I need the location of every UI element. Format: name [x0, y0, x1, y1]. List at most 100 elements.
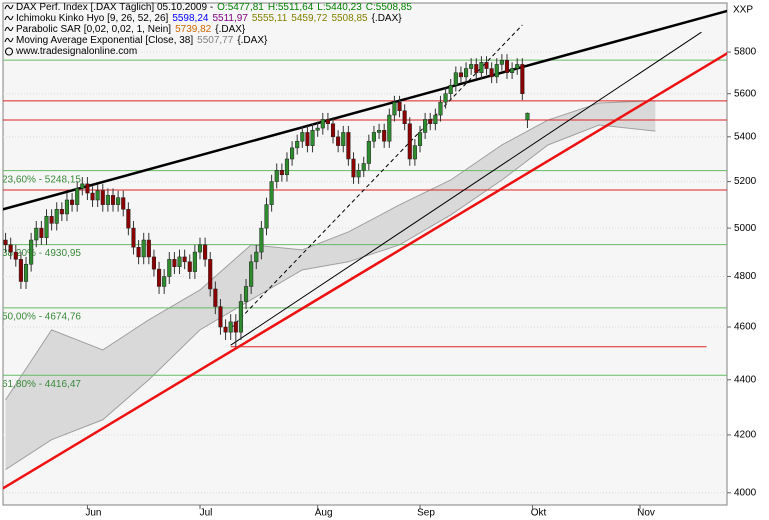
legend-icon-path: [5, 47, 13, 56]
candle-body: [428, 119, 433, 124]
legend-text: 5739,82: [175, 24, 212, 35]
candle-body: [366, 140, 371, 164]
legend-icon: [4, 26, 14, 32]
legend-icon: [5, 47, 13, 56]
axes: 4000 4200 4400 4600 4800 5000 5200 5400 5600 5800…: [85, 47, 756, 519]
cloud-upper-edge: [5, 100, 656, 401]
y-tick-label: 5200: [734, 176, 757, 187]
legend-row: www.tradesignalonline.com: [4, 46, 416, 57]
candle-body: [510, 68, 515, 73]
candle-body: [387, 114, 392, 142]
legend-text: 5507,77: [197, 35, 234, 46]
legend-text: www.tradesignalonline.com: [16, 46, 138, 57]
x-tick-label: Aug: [315, 508, 333, 519]
legend-text: Moving Average Exponential [Close, 38]: [16, 35, 194, 46]
candle-body: [192, 251, 197, 272]
legend-text: 5508,85: [331, 13, 368, 24]
candle-body: [13, 251, 18, 260]
candle-body: [433, 114, 438, 124]
candle-body: [136, 246, 141, 258]
candle-body: [29, 239, 34, 265]
x-tick-label: Jul: [200, 508, 213, 519]
candle-body: [300, 132, 305, 142]
candle-body: [417, 132, 423, 146]
candle-body: [44, 216, 49, 238]
candle-body: [70, 199, 75, 205]
candle-body: [8, 244, 13, 253]
y-tick-label: 5400: [734, 131, 757, 142]
candle-body: [412, 145, 417, 160]
candle-body: [504, 60, 510, 73]
candle-body: [238, 301, 243, 333]
candle-body: [351, 158, 356, 178]
trend-line: [230, 31, 702, 346]
candle-body: [279, 169, 284, 176]
candle-body: [187, 261, 192, 272]
candle-body: [336, 136, 341, 146]
legend-text: {.DAX}: [215, 24, 246, 35]
y-tick-label: 4400: [734, 374, 757, 385]
candle-body: [182, 256, 187, 263]
candle-body: [34, 227, 39, 241]
candle-body: [397, 101, 402, 112]
fibonacci-label: 61,80% - 4416,47: [2, 379, 81, 390]
candle-body: [218, 306, 223, 328]
legend-icon-path: [4, 37, 14, 43]
candle-body: [284, 158, 290, 176]
candle-body: [3, 239, 8, 246]
candle-body: [228, 321, 233, 333]
legend-icon-path: [4, 4, 14, 10]
candle-body: [479, 62, 484, 73]
candle-body: [80, 183, 85, 189]
candle-body: [438, 101, 443, 116]
candle-body: [448, 85, 453, 94]
candle-body: [177, 256, 182, 267]
y-tick-label: 4600: [734, 322, 757, 333]
candle-body: [95, 190, 100, 201]
candle-body: [162, 276, 167, 287]
candle-body: [233, 321, 238, 333]
fibonacci-label: 50,00% - 4674,76: [2, 312, 81, 323]
plot: 23,60% - 5248,15 38,20% - 4930,95 50,00% -…: [2, 9, 727, 494]
legend-icon-path: [4, 26, 14, 32]
cloud-lower-edge: [5, 124, 656, 471]
y-tick-label: 4800: [734, 271, 757, 282]
candle-body: [223, 326, 228, 333]
y-tick-label: 5000: [734, 223, 757, 234]
legend-row: DAX Perf. Index [.DAX Täglich] 05.10.200…: [4, 2, 416, 13]
legend: DAX Perf. Index [.DAX Täglich] 05.10.200…: [4, 2, 416, 57]
candle-body: [330, 123, 336, 138]
candle-body: [18, 259, 23, 282]
candle-body: [407, 123, 412, 160]
candle-body: [464, 68, 469, 78]
candle-body: [39, 227, 44, 238]
y-tick-label: 5800: [734, 47, 757, 58]
candle-body: [269, 181, 274, 205]
candle-body: [64, 199, 70, 215]
trend-line: [230, 24, 523, 329]
candle-body: [254, 251, 259, 263]
candle-body: [402, 110, 407, 124]
candle-body: [484, 62, 489, 69]
candle-body: [167, 259, 172, 277]
legend-icon: [4, 15, 14, 21]
legend-row: Moving Average Exponential [Close, 38] 55…: [4, 35, 416, 46]
candle-body: [377, 130, 382, 133]
candle-body: [346, 132, 351, 160]
candle-body: [213, 288, 218, 307]
candle-body: [105, 195, 110, 205]
y-tick-label: 4200: [734, 430, 757, 441]
x-tick-label: Sep: [417, 508, 435, 519]
candle-body: [208, 259, 213, 290]
candle-body: [126, 209, 131, 229]
candle-body: [100, 190, 105, 205]
x-tick-label: Nov: [637, 508, 655, 519]
legend-text: Ichimoku Kinko Hyo [9, 26, 52, 26]: [16, 13, 169, 24]
legend-text: L:5440,23: [317, 2, 362, 13]
symbol: XXP: [733, 5, 753, 16]
candle-body: [469, 64, 474, 69]
y-tick-label: 5600: [734, 88, 757, 99]
candle-body: [146, 239, 151, 258]
